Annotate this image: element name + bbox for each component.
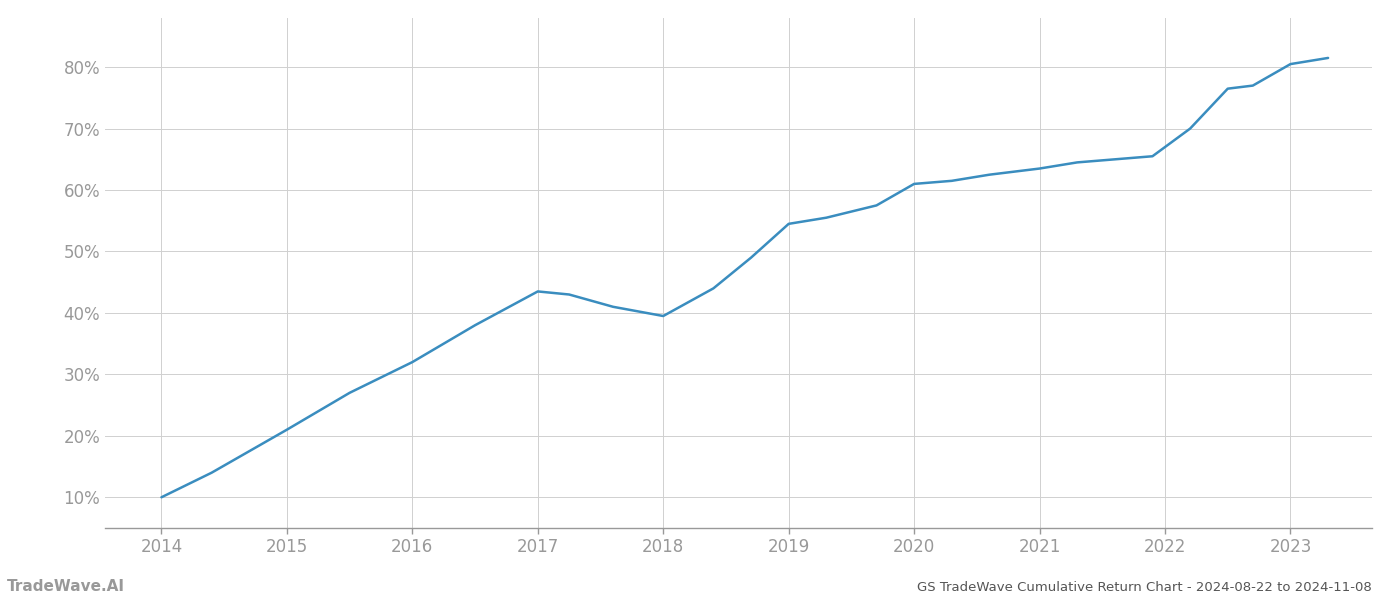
- Text: TradeWave.AI: TradeWave.AI: [7, 579, 125, 594]
- Text: GS TradeWave Cumulative Return Chart - 2024-08-22 to 2024-11-08: GS TradeWave Cumulative Return Chart - 2…: [917, 581, 1372, 594]
